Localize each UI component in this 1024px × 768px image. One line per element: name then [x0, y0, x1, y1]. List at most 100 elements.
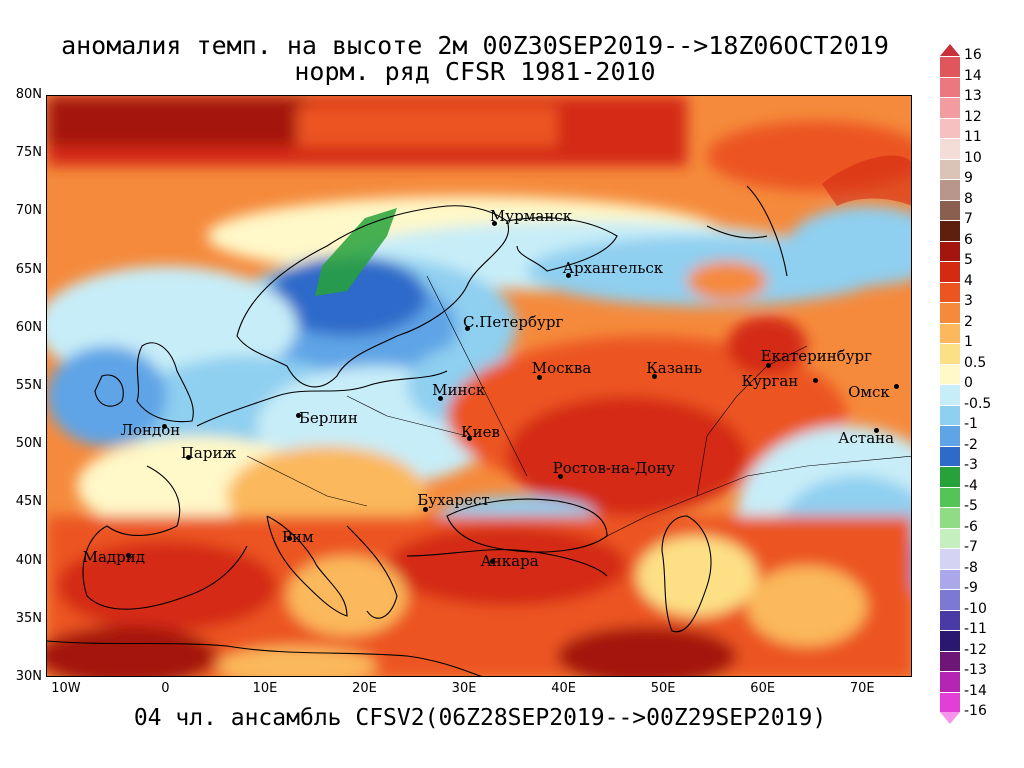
lon-tick-label: 60E [750, 681, 776, 696]
legend-level-label: -6 [964, 518, 978, 535]
lat-tick-label: 40N [15, 552, 42, 568]
legend-swatch [940, 117, 960, 138]
legend-level-label: -3 [964, 457, 978, 473]
city-marker [537, 374, 543, 380]
city-label: Архангельск [562, 259, 664, 278]
legend-swatch [940, 589, 960, 610]
legend-swatch [940, 138, 960, 159]
legend-swatch [940, 199, 960, 220]
lat-tick-label: 65N [15, 261, 42, 277]
city-label: Мадрид [82, 547, 145, 566]
legend-level-label: -0.5 [964, 395, 992, 412]
lon-tick-label: 50E [650, 681, 676, 696]
lon-tick-label: 20E [352, 681, 377, 696]
city-marker [873, 428, 879, 434]
anomaly-map-canvas [47, 96, 911, 676]
city-label: Киев [461, 422, 500, 441]
lat-tick-label: 70N [15, 203, 42, 219]
lon-tick-label: 10E [252, 681, 278, 696]
lat-tick-label: 75N [15, 145, 42, 161]
legend-swatch [940, 240, 960, 261]
legend-swatch [940, 343, 960, 364]
city-label: Париж [180, 443, 237, 462]
city-label: Анкара [480, 551, 539, 570]
legend-swatch [940, 322, 960, 343]
legend-bottom-arrow [940, 712, 960, 724]
legend-swatch [940, 281, 960, 302]
lon-tick-label: 30E [451, 681, 477, 696]
legend-swatch [940, 179, 960, 200]
legend-level-label: 6 [964, 231, 973, 248]
legend-level-label: -13 [964, 662, 987, 678]
lon-tick-label: 70E [849, 681, 875, 696]
legend-swatch [940, 548, 960, 569]
legend-level-label: 13 [964, 88, 982, 104]
legend-level-label: -10 [964, 600, 987, 617]
city-label: Лондон [120, 420, 181, 439]
legend-level-label: -4 [964, 477, 978, 494]
legend-level-label: 5 [964, 252, 973, 268]
map-footer-caption: 04 чл. ансамбль CFSV2(06Z28SEP2019-->00Z… [133, 705, 827, 731]
city-label: Курган [741, 371, 799, 390]
legend-swatch [940, 384, 960, 405]
legend-top-arrow [940, 44, 960, 56]
legend-swatch [940, 425, 960, 446]
legend-level-label: -7 [964, 539, 978, 555]
legend-level-label: -1 [964, 416, 978, 432]
city-marker [161, 424, 167, 430]
legend-level-label: -9 [964, 580, 978, 596]
legend-level-label: -14 [964, 682, 987, 699]
legend-swatch [940, 568, 960, 589]
city-label: С.Петербург [463, 312, 564, 331]
legend-swatch [940, 56, 960, 77]
scandinavia-cold-core [315, 208, 397, 296]
legend-swatch [940, 404, 960, 425]
legend-level-label: -16 [964, 703, 987, 719]
legend-swatch [940, 527, 960, 548]
legend-swatch [940, 507, 960, 528]
city-marker [437, 396, 443, 402]
legend-swatch [940, 466, 960, 487]
legend-swatch [940, 220, 960, 241]
city-marker [651, 374, 657, 380]
legend-level-label: -12 [964, 641, 987, 658]
legend-swatch [940, 76, 960, 97]
legend-swatch [940, 650, 960, 671]
color-legend: 16 14 13 12 11 10 9 8 7 6 5 4 3 2 1 0.5 0 -0.5 -1 -2 -3 -4 -5 -… [940, 44, 1020, 724]
legend-swatch [940, 445, 960, 466]
legend-swatch [940, 691, 960, 712]
legend-swatch [940, 97, 960, 118]
legend-swatch [940, 261, 960, 282]
anomaly-map [46, 95, 912, 677]
city-label: Казань [646, 358, 703, 377]
legend-level-label: 8 [964, 190, 973, 207]
map-title-line2: норм. ряд CFSR 1981-2010 [294, 57, 656, 86]
city-label: Рим [281, 528, 314, 547]
legend-level-label: 16 [964, 47, 982, 63]
city-marker [296, 412, 302, 418]
legend-swatch [940, 486, 960, 507]
city-marker [422, 506, 428, 512]
legend-level-label: 9 [964, 170, 973, 186]
city-label: Москва [531, 359, 592, 378]
city-marker [766, 362, 772, 368]
legend-level-label: -8 [964, 559, 978, 576]
lat-tick-label: 80N [15, 87, 42, 102]
city-label: Минск [432, 380, 486, 399]
legend-level-label: -2 [964, 436, 978, 453]
legend-level-label: 12 [964, 108, 982, 125]
lat-tick-label: 55N [15, 378, 42, 393]
city-label: Омск [848, 382, 890, 401]
city-marker [812, 378, 818, 384]
lon-tick-label: 10W [51, 681, 81, 696]
legend-level-label: 3 [964, 293, 973, 309]
legend-swatch [940, 609, 960, 630]
city-marker [489, 559, 495, 565]
anomaly-shading [47, 96, 911, 676]
legend-level-label: 0 [964, 375, 973, 391]
legend-level-label: 7 [964, 211, 973, 227]
city-label: Астана [838, 428, 895, 447]
city-marker [558, 474, 564, 480]
legend-level-label: 4 [964, 272, 973, 289]
legend-swatch [940, 302, 960, 323]
